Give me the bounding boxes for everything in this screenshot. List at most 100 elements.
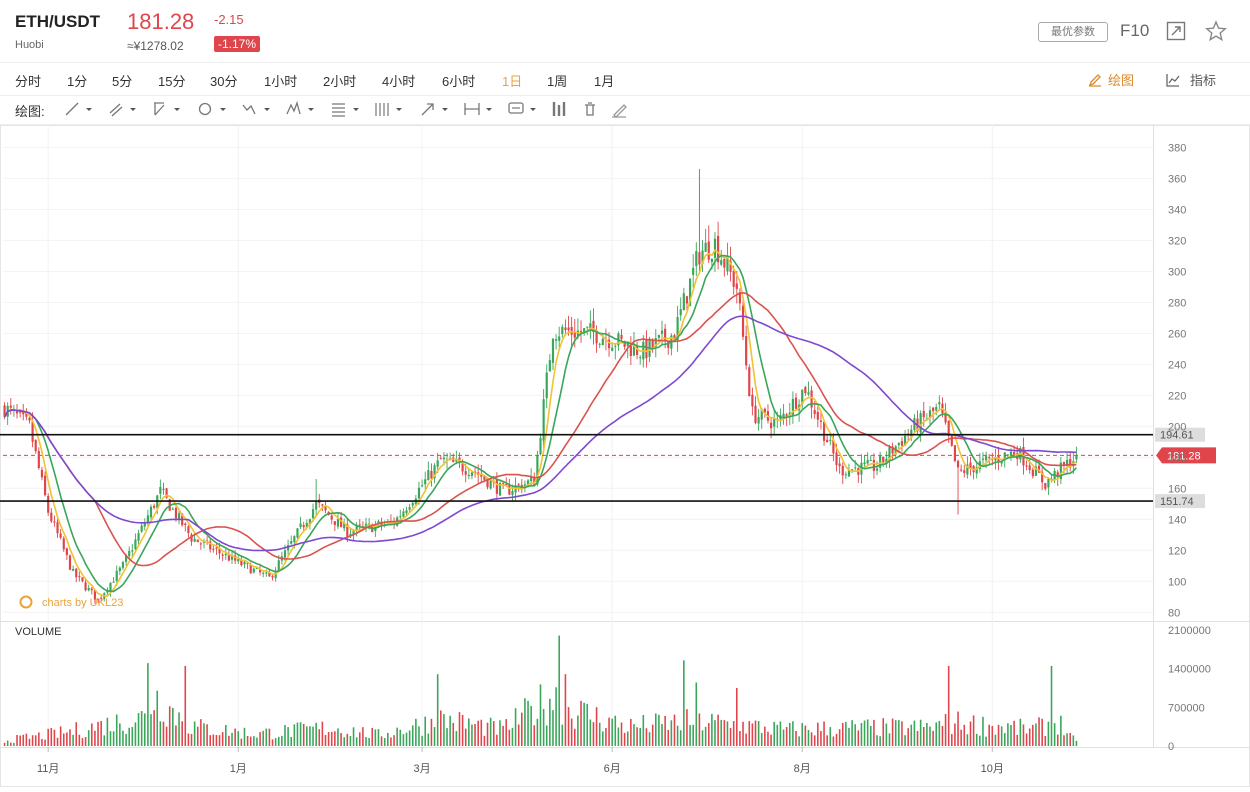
- timeframe-tab[interactable]: 1周: [547, 74, 568, 89]
- volume-bar: [187, 733, 190, 746]
- candle-body: [84, 582, 87, 591]
- candle-body: [673, 335, 676, 341]
- timeframe-tab[interactable]: 30分: [210, 74, 238, 89]
- volume-bar: [729, 727, 732, 746]
- volume-bar: [349, 735, 352, 746]
- volume-bar: [474, 723, 476, 746]
- timeframe-tab[interactable]: 2小时: [323, 74, 357, 89]
- measure-tool-icon[interactable]: [462, 99, 494, 119]
- volume-bar: [1053, 723, 1056, 746]
- volume-bar: [443, 714, 445, 746]
- volume-bar: [346, 733, 349, 746]
- volume-bar: [287, 727, 289, 746]
- timeframe-tab[interactable]: 分时: [15, 74, 42, 89]
- timeframe-tab[interactable]: 4小时: [382, 74, 416, 89]
- candle-body: [629, 345, 632, 356]
- candle-body: [1003, 452, 1006, 460]
- volume-bar: [243, 727, 246, 746]
- cny-price: ≈¥1278.02: [127, 39, 184, 53]
- volume-bar: [692, 724, 694, 746]
- volume-bar: [468, 718, 470, 746]
- candle-body: [40, 469, 44, 478]
- pattern-tool-icon[interactable]: [284, 99, 316, 119]
- candle-body: [470, 472, 474, 476]
- f10-button[interactable]: F10: [1120, 21, 1150, 40]
- timeframe-tab[interactable]: 5分: [112, 74, 133, 89]
- candle-body: [495, 479, 498, 494]
- channel-tool-icon[interactable]: [150, 99, 182, 119]
- volume-bar: [334, 731, 336, 746]
- level-tag: [1155, 494, 1205, 509]
- candle-body: [1075, 455, 1078, 460]
- candle-body: [1041, 471, 1044, 483]
- volume-bar: [885, 723, 888, 746]
- candle-body: [140, 525, 143, 532]
- volume-bar: [408, 730, 411, 746]
- eraser-tool-icon[interactable]: [608, 99, 640, 119]
- volume-bar: [393, 735, 395, 746]
- candle-body: [826, 439, 829, 443]
- exchange-name: Huobi: [15, 39, 44, 51]
- delete-tool-icon[interactable]: [578, 99, 610, 119]
- volume-bar: [792, 721, 794, 746]
- candle-body: [1000, 461, 1003, 464]
- volume-bar: [751, 723, 754, 746]
- fullscreen-icon[interactable]: [1166, 21, 1186, 41]
- volume-bar: [524, 698, 526, 746]
- volume-label: VOLUME: [15, 626, 61, 638]
- volume-bar: [1060, 715, 1062, 746]
- arrow-tool-icon[interactable]: [418, 99, 450, 119]
- volume-bar: [941, 725, 944, 746]
- candle-body: [636, 346, 639, 355]
- volume-bar: [380, 736, 383, 746]
- candle-body: [461, 463, 464, 472]
- candle-body: [583, 328, 586, 332]
- line-tool-icon[interactable]: [62, 99, 94, 119]
- volume-bar: [218, 735, 221, 746]
- draw-mode-button[interactable]: 绘图: [1088, 70, 1134, 89]
- candle-body: [813, 410, 816, 415]
- last-price: 181.28: [127, 9, 195, 34]
- candle-body: [589, 323, 592, 331]
- volume-tick-label: 1400000: [1168, 664, 1211, 676]
- volume-bar: [131, 726, 134, 746]
- volume-bar: [901, 721, 903, 746]
- volume-bar: [1072, 735, 1075, 746]
- volume-bar: [527, 700, 529, 746]
- volume-bar: [826, 735, 828, 746]
- chart-area[interactable]: 194.61 151.74 181.28 80 100 120 140 160 180 200 2…: [0, 125, 1250, 787]
- annotation-tool-icon[interactable]: [506, 99, 538, 119]
- timeframe-tab[interactable]: 1月: [594, 74, 615, 89]
- volume-bar: [496, 734, 498, 746]
- indicators-button[interactable]: 指标: [1166, 70, 1216, 89]
- timeframe-tab[interactable]: 1分: [67, 74, 88, 89]
- volume-bar: [838, 729, 841, 746]
- candle-body: [62, 538, 65, 550]
- candle-body: [436, 460, 439, 467]
- wave-tool-icon[interactable]: [240, 99, 272, 119]
- timeframe-tab[interactable]: 15分: [158, 74, 186, 89]
- volume-bar: [402, 734, 405, 746]
- volume-bar: [760, 733, 763, 746]
- volume-bar: [580, 700, 582, 746]
- candle-body: [701, 250, 704, 264]
- volume-bar: [390, 737, 392, 746]
- best-params-button[interactable]: 最优参数: [1038, 22, 1108, 42]
- favorite-star-icon[interactable]: [1205, 20, 1227, 42]
- x-tick-label: 8月: [794, 763, 811, 775]
- volume-bar: [228, 735, 230, 746]
- timeframe-tab[interactable]: 1小时: [264, 74, 298, 89]
- shape-tool-icon[interactable]: [196, 99, 228, 119]
- candle-body: [293, 536, 296, 543]
- timeframe-tab[interactable]: 6小时: [442, 74, 476, 89]
- volume-bar: [47, 728, 49, 746]
- volume-bar: [399, 729, 402, 746]
- gann-tool-icon[interactable]: [372, 99, 404, 119]
- candlestick-chart[interactable]: 194.61 151.74 181.28 80 100 120 140 160 180 200 2…: [0, 125, 1250, 787]
- multi-line-tool-icon[interactable]: [106, 99, 138, 119]
- volume-bar: [486, 722, 489, 746]
- fib-tool-icon[interactable]: [329, 99, 361, 119]
- y-tick-label: 280: [1168, 297, 1186, 309]
- timeframe-tab-active[interactable]: 1日: [502, 74, 523, 89]
- candle-tool-icon[interactable]: [548, 99, 580, 119]
